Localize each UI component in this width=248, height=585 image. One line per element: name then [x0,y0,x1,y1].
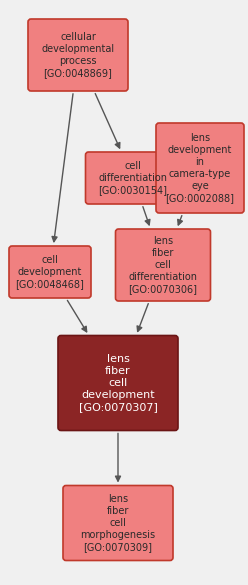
Text: lens
development
in
camera-type
eye
[GO:0002088]: lens development in camera-type eye [GO:… [165,133,235,203]
Text: lens
fiber
cell
differentiation
[GO:0070306]: lens fiber cell differentiation [GO:0070… [128,236,197,294]
Text: cell
development
[GO:0048468]: cell development [GO:0048468] [16,255,84,289]
FancyBboxPatch shape [116,229,211,301]
Text: cell
differentiation
[GO:0030154]: cell differentiation [GO:0030154] [98,161,167,195]
FancyBboxPatch shape [9,246,91,298]
FancyBboxPatch shape [28,19,128,91]
Text: lens
fiber
cell
development
[GO:0070307]: lens fiber cell development [GO:0070307] [79,354,157,412]
FancyBboxPatch shape [156,123,244,213]
Text: cellular
developmental
process
[GO:0048869]: cellular developmental process [GO:00488… [41,32,115,78]
FancyBboxPatch shape [58,336,178,431]
Text: lens
fiber
cell
morphogenesis
[GO:0070309]: lens fiber cell morphogenesis [GO:007030… [80,494,155,552]
FancyBboxPatch shape [63,486,173,560]
FancyBboxPatch shape [86,152,181,204]
